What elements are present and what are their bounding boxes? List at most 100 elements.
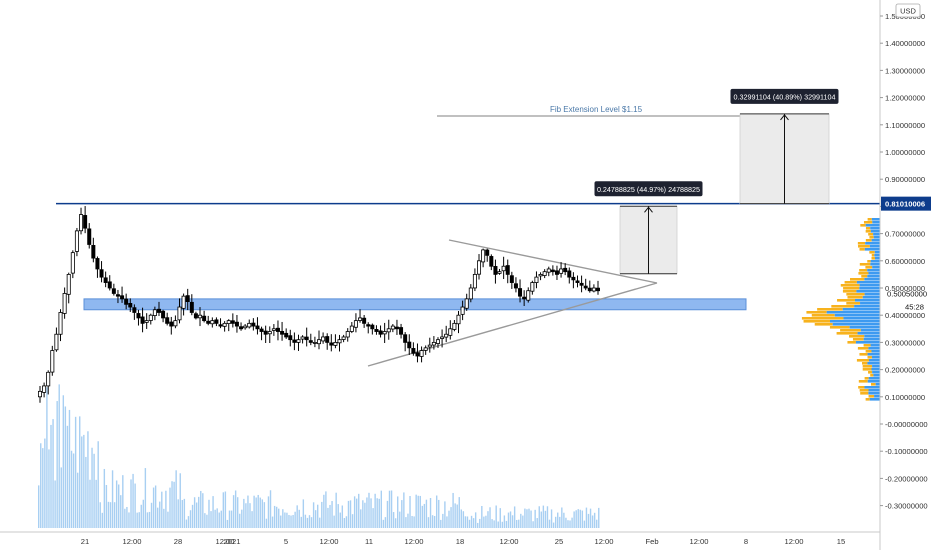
- volume-bar: [132, 473, 134, 528]
- price-tick-label: -0.10000000: [885, 447, 928, 456]
- candle: [128, 302, 133, 308]
- measure-1-arrow-head-icon: [644, 206, 653, 213]
- volume-bar: [206, 514, 208, 528]
- volume-bar: [97, 441, 99, 528]
- support-zone[interactable]: [83, 298, 747, 311]
- candle: [95, 258, 100, 270]
- volume-profile-bar: [859, 389, 869, 392]
- volume-profile-bar: [871, 350, 880, 353]
- volume-profile-bar: [811, 314, 835, 317]
- volume-bar: [581, 510, 584, 528]
- volume-profile-bar: [862, 368, 872, 371]
- time-tick-label: 28: [174, 537, 182, 546]
- candle: [136, 313, 141, 319]
- last-price-label: 0.50050000: [887, 290, 927, 299]
- volume-bar: [593, 512, 596, 528]
- volume-profile-bar: [856, 281, 880, 284]
- volume-profile-bar: [871, 239, 880, 242]
- candle: [390, 325, 395, 330]
- candle: [571, 276, 576, 281]
- volume-profile-bar: [865, 350, 872, 353]
- volume-bar: [165, 490, 167, 528]
- candle: [460, 306, 465, 315]
- volume-profile-bar: [801, 317, 844, 320]
- candle: [42, 385, 47, 393]
- volume-bar: [228, 510, 231, 528]
- candle: [107, 281, 112, 289]
- volume-bar: [152, 487, 155, 528]
- candle: [308, 340, 313, 343]
- candle: [218, 324, 223, 327]
- volume-bar: [448, 510, 450, 528]
- time-tick-label: 12:00: [784, 537, 803, 546]
- candle: [304, 336, 309, 341]
- time-tick-label: 15: [837, 537, 845, 546]
- volume-profile-bar: [844, 281, 857, 284]
- volume-bar: [366, 497, 368, 528]
- volume-bar: [288, 515, 290, 528]
- volume-bar: [563, 512, 565, 528]
- candle: [591, 287, 596, 292]
- triangle-upper-line[interactable]: [448, 239, 658, 284]
- candle: [550, 269, 555, 273]
- volume-bar: [477, 522, 479, 528]
- volume-bar: [569, 520, 571, 528]
- candle: [87, 228, 92, 245]
- volume-bar: [472, 518, 475, 528]
- volume-bar: [87, 431, 89, 528]
- volume-bar: [60, 467, 62, 528]
- currency-button[interactable]: [895, 3, 921, 18]
- volume-profile-bar: [868, 272, 880, 275]
- volume-bar: [458, 497, 460, 528]
- candle: [337, 339, 342, 344]
- volume-profile-bar: [858, 272, 869, 275]
- volume-bar: [173, 481, 175, 528]
- candle: [366, 324, 371, 327]
- volume-bar: [95, 479, 97, 528]
- volume-bar: [524, 508, 526, 528]
- candle: [185, 295, 190, 303]
- volume-bar: [407, 513, 409, 528]
- candle: [288, 335, 293, 341]
- volume-bar: [351, 514, 354, 528]
- candle: [271, 328, 276, 331]
- volume-bar: [536, 518, 538, 528]
- time-tick-label: 12:00: [215, 537, 234, 546]
- volume-bar: [138, 512, 140, 528]
- volume-bar: [294, 511, 296, 528]
- volume-bar: [598, 507, 600, 528]
- volume-bar: [429, 498, 432, 528]
- triangle-lower-line[interactable]: [367, 282, 658, 367]
- time-tick-label: 12:00: [594, 537, 613, 546]
- volume-bar: [111, 470, 114, 528]
- volume-bar: [93, 453, 95, 528]
- volume-bar: [364, 502, 366, 528]
- candle: [329, 342, 334, 346]
- volume-bar: [378, 498, 380, 528]
- volume-bar: [245, 503, 247, 528]
- price-tick-label: -0.20000000: [885, 474, 928, 483]
- volume-bar: [382, 519, 385, 528]
- volume-profile-bar: [868, 359, 880, 362]
- candle: [321, 336, 326, 342]
- measure-2-label-bg: [730, 88, 839, 104]
- volume-bar: [450, 507, 452, 528]
- volume-profile-bar: [836, 332, 858, 335]
- volume-bar: [280, 515, 282, 528]
- candle: [54, 333, 59, 351]
- price-tick-label: 0.10000000: [885, 393, 925, 402]
- volume-profile-bar: [829, 326, 850, 329]
- candle: [62, 293, 67, 314]
- volume-bar: [345, 516, 348, 528]
- candle: [255, 325, 260, 330]
- candle: [316, 339, 321, 345]
- volume-bar: [491, 519, 493, 528]
- volume-bar: [343, 518, 346, 528]
- candle: [275, 327, 280, 332]
- volume-profile-bar: [874, 395, 880, 398]
- volume-profile-bar: [865, 239, 872, 242]
- candle: [448, 328, 453, 336]
- candle: [353, 320, 358, 328]
- volume-bar: [66, 425, 69, 528]
